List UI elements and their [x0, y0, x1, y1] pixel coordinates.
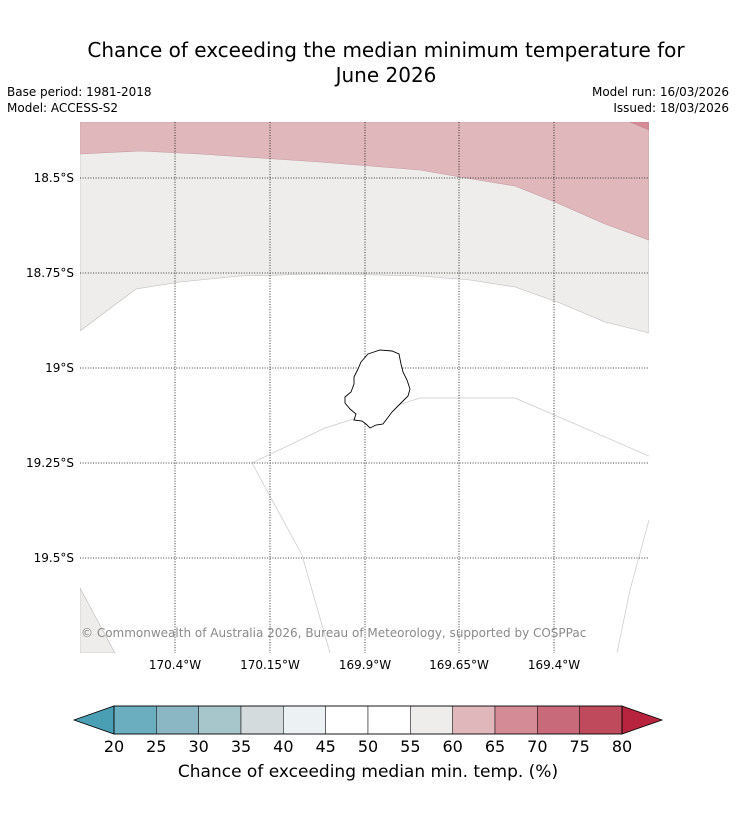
island-coastline	[344, 349, 411, 429]
colorbar-tick-label: 80	[611, 737, 633, 756]
colorbar-lower-extension	[72, 705, 115, 735]
colorbar-tick-label: 30	[188, 737, 209, 756]
lat-label-18-75: 18.75°S	[26, 266, 74, 280]
band-60-65	[80, 122, 649, 241]
colorbar-cell	[325, 705, 369, 735]
contour-line	[616, 519, 649, 653]
colorbar-tick-label: 25	[146, 737, 167, 756]
meta-left: Base period: 1981-2018 Model: ACCESS-S2	[7, 84, 152, 116]
colorbar-cell	[494, 705, 538, 735]
issued-date: Issued: 18/03/2026	[613, 101, 729, 115]
colorbar-cell	[240, 705, 284, 735]
colorbar-tick-label: 40	[273, 737, 294, 756]
colorbar-tick-label: 45	[315, 737, 336, 756]
colorbar-tick-label: 60	[442, 737, 463, 756]
colorbar-tick-label: 35	[230, 737, 252, 756]
colorbar-tick-label: 20	[103, 737, 125, 756]
map-area	[80, 122, 649, 653]
base-period: Base period: 1981-2018	[7, 85, 152, 99]
colorbar-cells	[113, 705, 623, 735]
colorbar-tick-label: 70	[527, 737, 548, 756]
colorbar-label: Chance of exceeding median min. temp. (%…	[177, 762, 559, 782]
map-title: Chance of exceeding the median minimum t…	[0, 38, 736, 88]
colorbar-tick-label: 50	[357, 737, 379, 756]
lat-label-18-5: 18.5°S	[33, 171, 74, 185]
model-name: Model: ACCESS-S2	[7, 101, 119, 115]
colorbar-cell	[537, 705, 580, 735]
lon-label-169-65: 169.65°W	[429, 658, 489, 672]
colorbar-cell	[156, 705, 199, 735]
colorbar-tick-label: 65	[484, 737, 506, 756]
band-55-60-lower	[80, 587, 116, 653]
band-65-70	[629, 122, 649, 131]
colorbar-cell	[579, 705, 623, 735]
colorbar-upper-extension	[621, 705, 664, 735]
lon-label-169-9: 169.9°W	[338, 658, 392, 672]
meta-right: Model run: 16/03/2026 Issued: 18/03/2026	[592, 84, 729, 116]
title-line-2: June 2026	[335, 63, 437, 87]
contour-line	[251, 397, 649, 464]
colorbar-cell	[410, 705, 453, 735]
colorbar-tick-label: 55	[400, 737, 421, 756]
colorbar-cell	[367, 705, 411, 735]
colorbar-cell	[198, 705, 242, 735]
colorbar-cell	[283, 705, 326, 735]
title-line-1: Chance of exceeding the median minimum t…	[87, 38, 685, 62]
copyright-notice: © Commonwealth of Australia 2026, Bureau…	[81, 626, 587, 640]
colorbar	[72, 705, 664, 735]
contour-line	[251, 462, 331, 653]
lat-label-19: 19°S	[45, 361, 74, 375]
colorbar-cell	[113, 705, 157, 735]
lat-label-19-25: 19.25°S	[26, 456, 74, 470]
colorbar-tick-label: 75	[569, 737, 590, 756]
lon-label-170-4: 170.4°W	[148, 658, 202, 672]
lat-label-19-5: 19.5°S	[33, 551, 74, 565]
model-run: Model run: 16/03/2026	[591, 85, 729, 99]
colorbar-frame	[113, 705, 623, 735]
lon-label-170-15: 170.15°W	[240, 658, 300, 672]
colorbar-cell	[452, 705, 496, 735]
lon-label-169-4: 169.4°W	[527, 658, 581, 672]
